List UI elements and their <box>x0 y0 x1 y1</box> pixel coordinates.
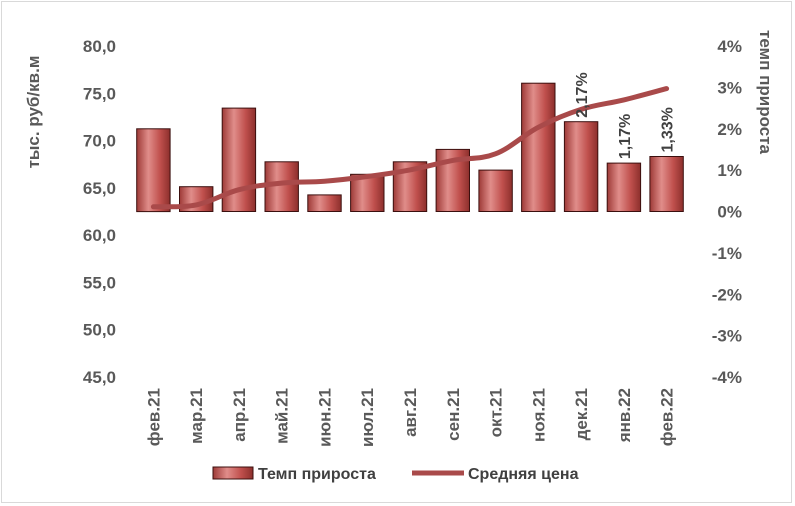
right-tick-label: 2% <box>717 120 742 139</box>
left-tick-label: 75,0 <box>83 84 116 103</box>
left-tick-label: 45,0 <box>83 368 116 387</box>
x-tick-label: мар.21 <box>187 388 206 444</box>
right-tick-label: 4% <box>717 37 742 56</box>
left-tick-label: 70,0 <box>83 132 116 151</box>
right-tick-label: 3% <box>717 78 742 97</box>
x-tick-label: сен.21 <box>444 388 463 441</box>
bars-layer <box>136 82 684 213</box>
legend-line-label: Средняя цена <box>468 466 579 483</box>
bar-9 <box>521 82 556 212</box>
x-tick-label: июн.21 <box>316 388 335 447</box>
bar-0 <box>136 128 171 213</box>
x-tick-label: янв.22 <box>615 388 634 443</box>
x-tick-label: дек.21 <box>572 388 591 440</box>
right-tick-label: -1% <box>712 244 742 263</box>
x-tick-label: май.21 <box>273 388 292 444</box>
right-tick-label: 1% <box>717 161 742 180</box>
left-tick-label: 55,0 <box>83 273 116 292</box>
bar-12 <box>649 156 684 212</box>
series-line-srednyaya-cena <box>150 86 670 210</box>
x-tick-label: фев.22 <box>658 388 677 446</box>
x-tick-label: июл.21 <box>358 388 377 447</box>
x-tick-label: авг.21 <box>401 388 420 437</box>
right-tick-label: -2% <box>712 285 742 304</box>
x-tick-label: окт.21 <box>487 388 506 437</box>
left-tick-label: 80,0 <box>83 37 116 56</box>
data-label: 1,17% <box>617 114 634 159</box>
right-axis-title: темп прироста <box>756 30 775 155</box>
data-label: 1,33% <box>660 107 677 152</box>
legend: Темп прироста Средняя цена <box>212 466 579 483</box>
left-axis-ticks: 80,0 75,0 70,0 65,0 60,0 55,0 50,0 45,0 <box>83 37 116 387</box>
x-tick-label: ноя.21 <box>529 388 548 442</box>
x-tick-label: апр.21 <box>230 388 249 442</box>
bar-11 <box>606 162 642 213</box>
right-tick-label: 0% <box>717 203 742 222</box>
data-label: 2,17% <box>574 72 591 117</box>
line-layer <box>150 86 670 210</box>
right-axis-ticks: 4% 3% 2% 1% 0% -1% -2% -3% -4% <box>712 37 742 387</box>
legend-bar-label: Темп прироста <box>258 466 376 483</box>
bar-8 <box>478 169 513 213</box>
left-axis-title: тыс. руб/кв.м <box>24 56 43 169</box>
left-tick-label: 60,0 <box>83 226 116 245</box>
legend-bar-swatch <box>212 466 254 480</box>
right-tick-label: -3% <box>712 327 742 346</box>
right-tick-label: -4% <box>712 368 742 387</box>
left-tick-label: 65,0 <box>83 179 116 198</box>
left-tick-label: 50,0 <box>83 321 116 340</box>
x-tick-label: фев.21 <box>144 388 163 446</box>
bar-4 <box>307 194 342 212</box>
bar-10 <box>563 121 599 212</box>
x-axis-ticks: фев.21 мар.21 апр.21 май.21 июн.21 июл.21 авг.… <box>144 388 676 447</box>
data-labels: 2,17% 1,17% 1,33% <box>574 72 677 159</box>
